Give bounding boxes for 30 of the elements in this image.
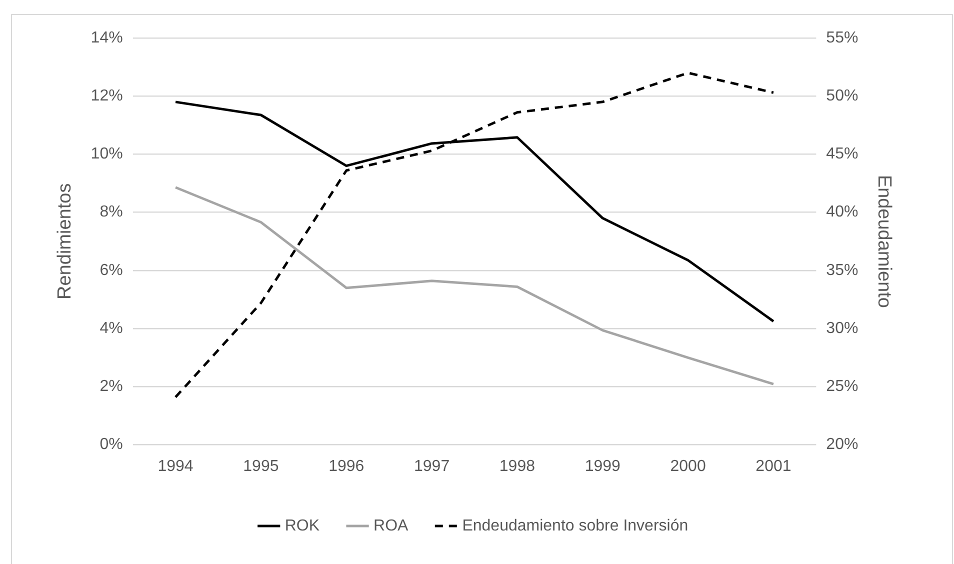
x-tick-label: 1995 xyxy=(243,458,279,475)
y-tick-label: 0% xyxy=(100,436,123,454)
legend-label: ROA xyxy=(374,517,409,534)
line-series xyxy=(174,72,775,398)
x-tick-label: 1997 xyxy=(414,458,450,475)
y2-tick-label: 45% xyxy=(826,146,858,163)
y2-tick-label: 50% xyxy=(826,88,858,105)
y2-tick-label: 25% xyxy=(826,378,858,396)
x-tick-label: 1994 xyxy=(158,458,194,475)
x-tick-label: 2000 xyxy=(670,458,706,475)
y2-tick-label: 20% xyxy=(826,436,858,454)
y2-tick-label: 35% xyxy=(826,262,858,279)
y-tick-label: 8% xyxy=(100,204,123,221)
y-tick-label: 12% xyxy=(90,88,123,105)
y2-tick-label: 55% xyxy=(826,29,858,46)
x-tick-label: 1998 xyxy=(499,458,536,475)
x-tick-label: 2001 xyxy=(756,458,792,475)
x-tick-label: 1999 xyxy=(584,458,621,475)
legend-label: ROK xyxy=(284,517,320,534)
legend-label: Endeudamiento sobre Inversión xyxy=(462,517,688,534)
y2-tick-label: 40% xyxy=(826,204,858,221)
y2-axis-title: Endeudamiento xyxy=(873,174,894,308)
y-axis-title: Rendimientos xyxy=(54,183,76,300)
y2-tick-label: 30% xyxy=(826,320,858,337)
y-tick-label: 10% xyxy=(90,146,123,163)
y-tick-label: 2% xyxy=(100,378,123,396)
y-tick-label: 6% xyxy=(100,262,123,279)
y-tick-label: 14% xyxy=(90,29,123,46)
x-tick-label: 1996 xyxy=(328,458,364,475)
y-tick-label: 4% xyxy=(100,320,123,337)
